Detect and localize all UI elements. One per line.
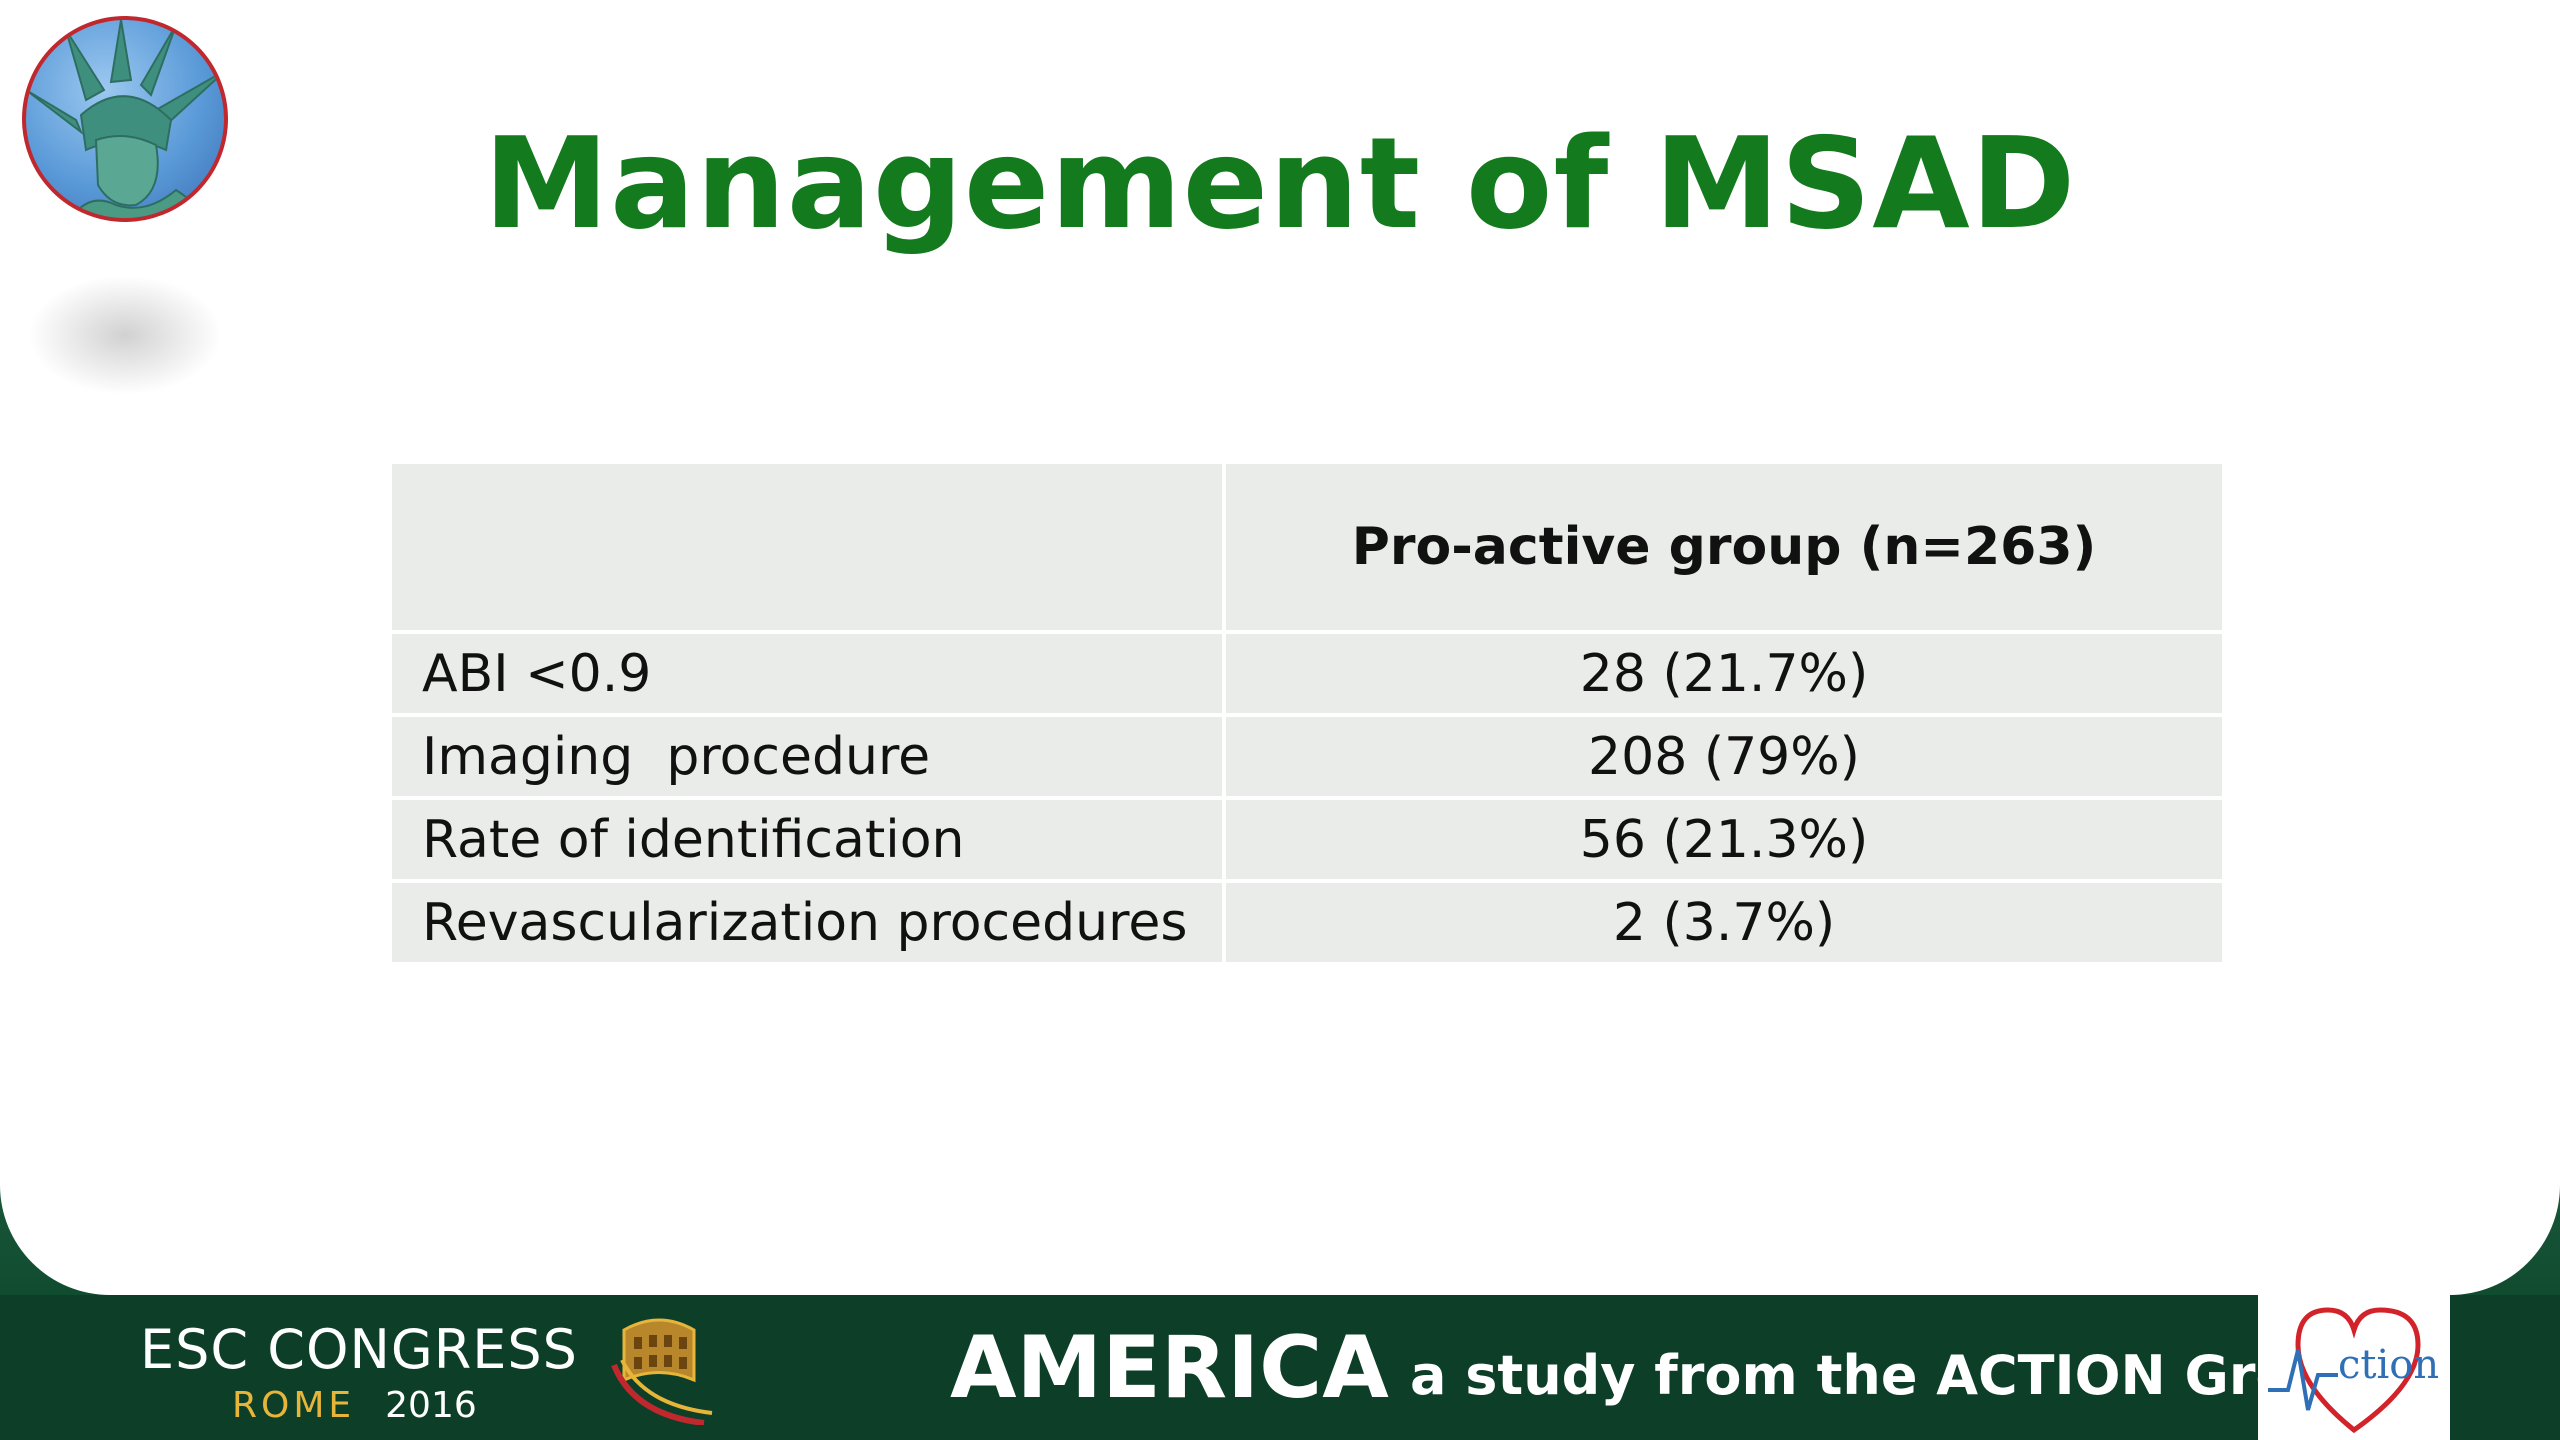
action-group-logo: ction: [2258, 1290, 2450, 1440]
study-subtitle: a study from the ACTION Group: [1410, 1344, 2370, 1407]
table-cell-value: 208 (79%): [1226, 717, 2222, 796]
table-header-cell-empty: [392, 464, 1222, 630]
statue-of-liberty-icon: [26, 20, 224, 218]
table-cell-value: 28 (21.7%): [1226, 634, 2222, 713]
table-cell-label: ABI <0.9: [392, 634, 1222, 713]
slide-title: Management of MSAD: [483, 110, 2077, 257]
esc-location: ROME 2016: [232, 1385, 578, 1426]
results-table: Pro-active group (n=263) ABI <0.9 28 (21…: [388, 460, 2226, 966]
action-heart-icon: [2268, 1307, 2421, 1434]
esc-congress-logo: ESC CONGRESS ROME 2016: [140, 1318, 578, 1426]
table-cell-label: Rate of identification: [392, 800, 1222, 879]
table-row: Revascularization procedures 2 (3.7%): [392, 883, 2222, 962]
footer-dark-band: [0, 1295, 2560, 1440]
statue-of-liberty-logo: [22, 16, 228, 222]
table-row: ABI <0.9 28 (21.7%): [392, 634, 2222, 713]
america-study-name: AMERICA: [950, 1318, 1389, 1418]
esc-city: ROME: [232, 1385, 356, 1426]
logo-shadow: [20, 270, 230, 400]
table-cell-value: 2 (3.7%): [1226, 883, 2222, 962]
table-cell-label: Revascularization procedures: [392, 883, 1222, 962]
table-header-row: Pro-active group (n=263): [392, 464, 2222, 630]
table-row: Imaging procedure 208 (79%): [392, 717, 2222, 796]
table-header-cell-proactive: Pro-active group (n=263): [1226, 464, 2222, 630]
table-row: Rate of identification 56 (21.3%): [392, 800, 2222, 879]
colosseum-icon: [611, 1318, 713, 1425]
action-logo-text: ction: [2338, 1342, 2440, 1388]
table-cell-label: Imaging procedure: [392, 717, 1222, 796]
esc-year: 2016: [385, 1385, 477, 1426]
table-cell-value: 56 (21.3%): [1226, 800, 2222, 879]
esc-congress-label: ESC CONGRESS: [140, 1318, 578, 1381]
